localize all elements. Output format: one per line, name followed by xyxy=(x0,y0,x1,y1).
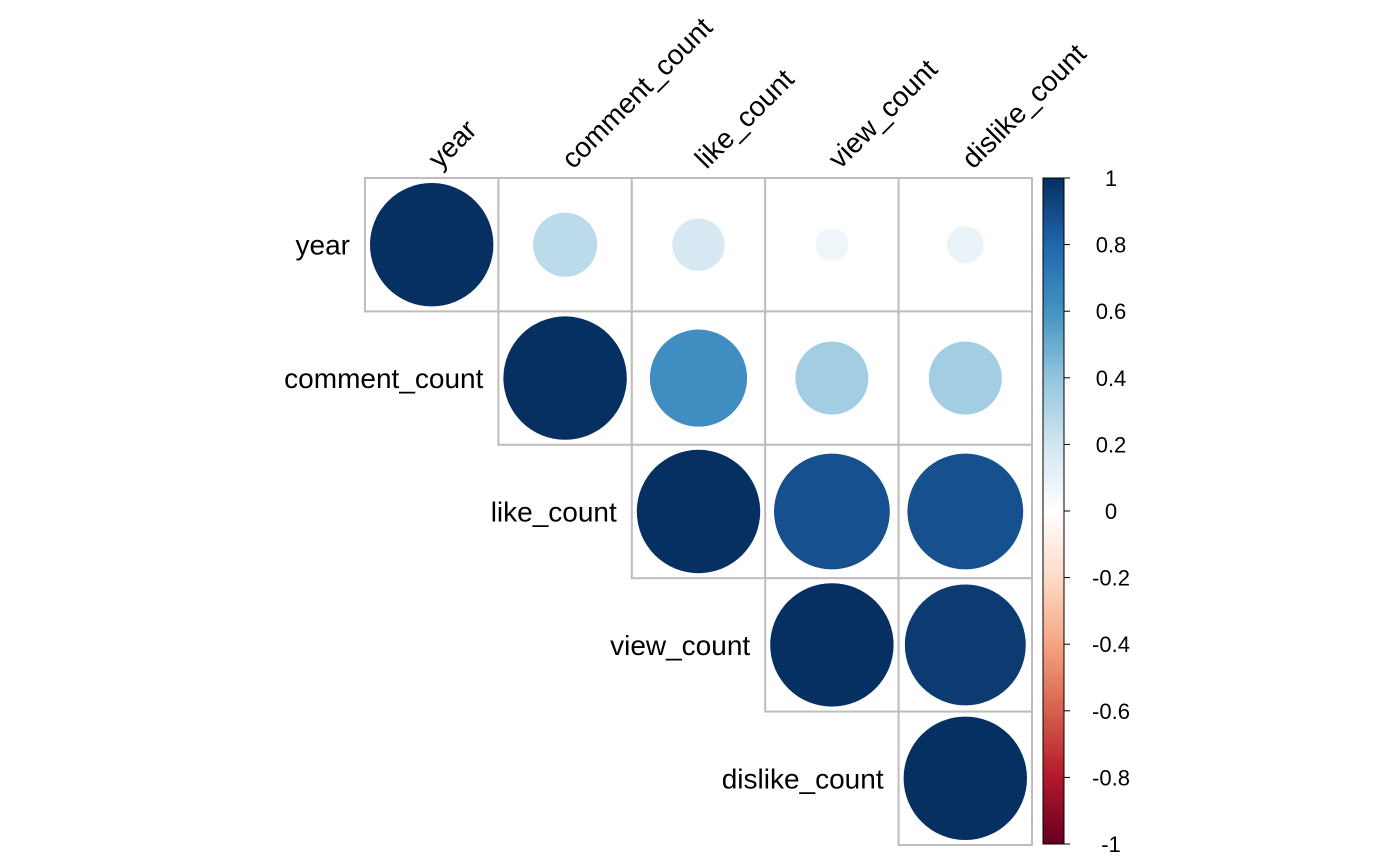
row-labels: year comment_count like_count view_countdis… xyxy=(284,230,884,795)
colorbar: 1 0.8 0.6 0.4 0.2 0 -0.2 -0.4 -0.6 -0.8 -1 xyxy=(1042,166,1130,857)
row-label-year: year xyxy=(296,230,350,261)
cell-comment_count-view_count xyxy=(764,310,900,446)
circle-comment_count-like_count xyxy=(649,329,748,427)
colorbar-tick-label: 0 xyxy=(1105,499,1117,524)
colorbar-gradient xyxy=(1042,177,1065,845)
column-label-year: year xyxy=(422,114,482,174)
circle-year-view_count xyxy=(815,228,849,262)
circle-like_count-dislike_count xyxy=(907,453,1024,570)
circle-dislike_count-dislike_count xyxy=(903,716,1027,840)
row-label-comment_count: comment_count xyxy=(284,363,483,394)
circle-year-like_count xyxy=(672,218,725,271)
circle-year-year xyxy=(370,183,494,307)
colorbar-tick-label: 0.2 xyxy=(1096,432,1127,457)
colorbar-tick-label: 0.6 xyxy=(1096,299,1127,324)
colorbar-tick-label: -0.2 xyxy=(1092,566,1130,591)
circle-year-comment_count xyxy=(533,212,598,277)
colorbar-tick-label: 0.8 xyxy=(1096,233,1127,258)
circle-comment_count-dislike_count xyxy=(928,341,1002,415)
colorbar-tick-label: -0.8 xyxy=(1092,765,1130,790)
circle-comment_count-comment_count xyxy=(503,316,627,440)
colorbar-tick-label: 1 xyxy=(1105,166,1117,191)
circle-year-dislike_count xyxy=(946,226,984,264)
colorbar-tick-label: -0.4 xyxy=(1092,632,1130,657)
colorbar-tick-label: -0.6 xyxy=(1092,699,1130,724)
row-label-like_count: like_count xyxy=(491,497,617,528)
circle-view_count-dislike_count xyxy=(904,584,1026,706)
circle-marks xyxy=(370,183,1027,840)
circle-like_count-view_count xyxy=(774,453,890,570)
circle-view_count-view_count xyxy=(770,583,894,707)
circle-comment_count-view_count xyxy=(795,341,869,415)
column-label-dislike_count: dislike_count xyxy=(956,38,1093,175)
colorbar-tick-label: -1 xyxy=(1101,832,1121,857)
row-label-dislike_count: dislike_count xyxy=(722,763,884,794)
colorbar-tick-label: 0.4 xyxy=(1096,366,1127,391)
column-label-like_count: like_count xyxy=(689,63,800,174)
circle-like_count-like_count xyxy=(636,449,761,574)
column-label-view_count: view_count xyxy=(822,53,943,174)
row-label-view_count: view_count xyxy=(610,630,750,661)
